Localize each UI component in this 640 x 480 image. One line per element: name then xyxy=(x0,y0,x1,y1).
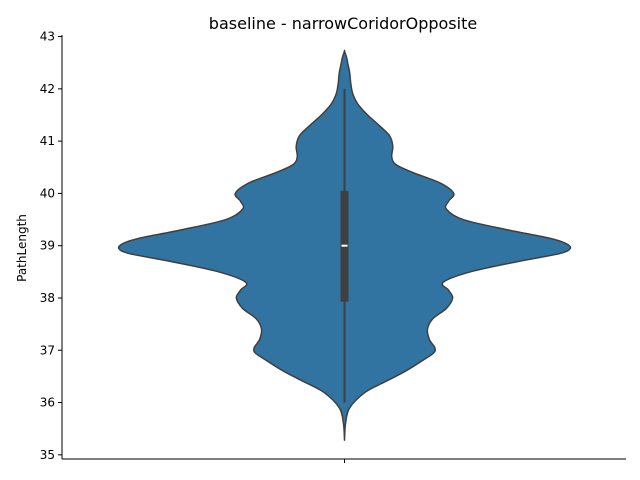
y-axis: 35 36 37 38 39 40 41 42 43 xyxy=(40,30,63,462)
plot-area xyxy=(117,49,572,441)
chart-title: baseline - narrowCoridorOpposite xyxy=(209,14,477,33)
y-tick-label: 35 xyxy=(40,448,55,462)
y-tick-label: 38 xyxy=(40,291,55,305)
y-tick-label: 36 xyxy=(40,396,55,410)
x-axis xyxy=(62,458,626,463)
y-tick-label: 37 xyxy=(40,343,55,357)
y-axis-label: PathLength xyxy=(15,214,29,282)
y-tick-label: 39 xyxy=(40,239,55,253)
y-tick-label: 40 xyxy=(40,186,55,200)
y-tick-label: 42 xyxy=(40,82,55,96)
y-tick-label: 43 xyxy=(40,30,55,44)
y-tick-label: 41 xyxy=(40,134,55,148)
